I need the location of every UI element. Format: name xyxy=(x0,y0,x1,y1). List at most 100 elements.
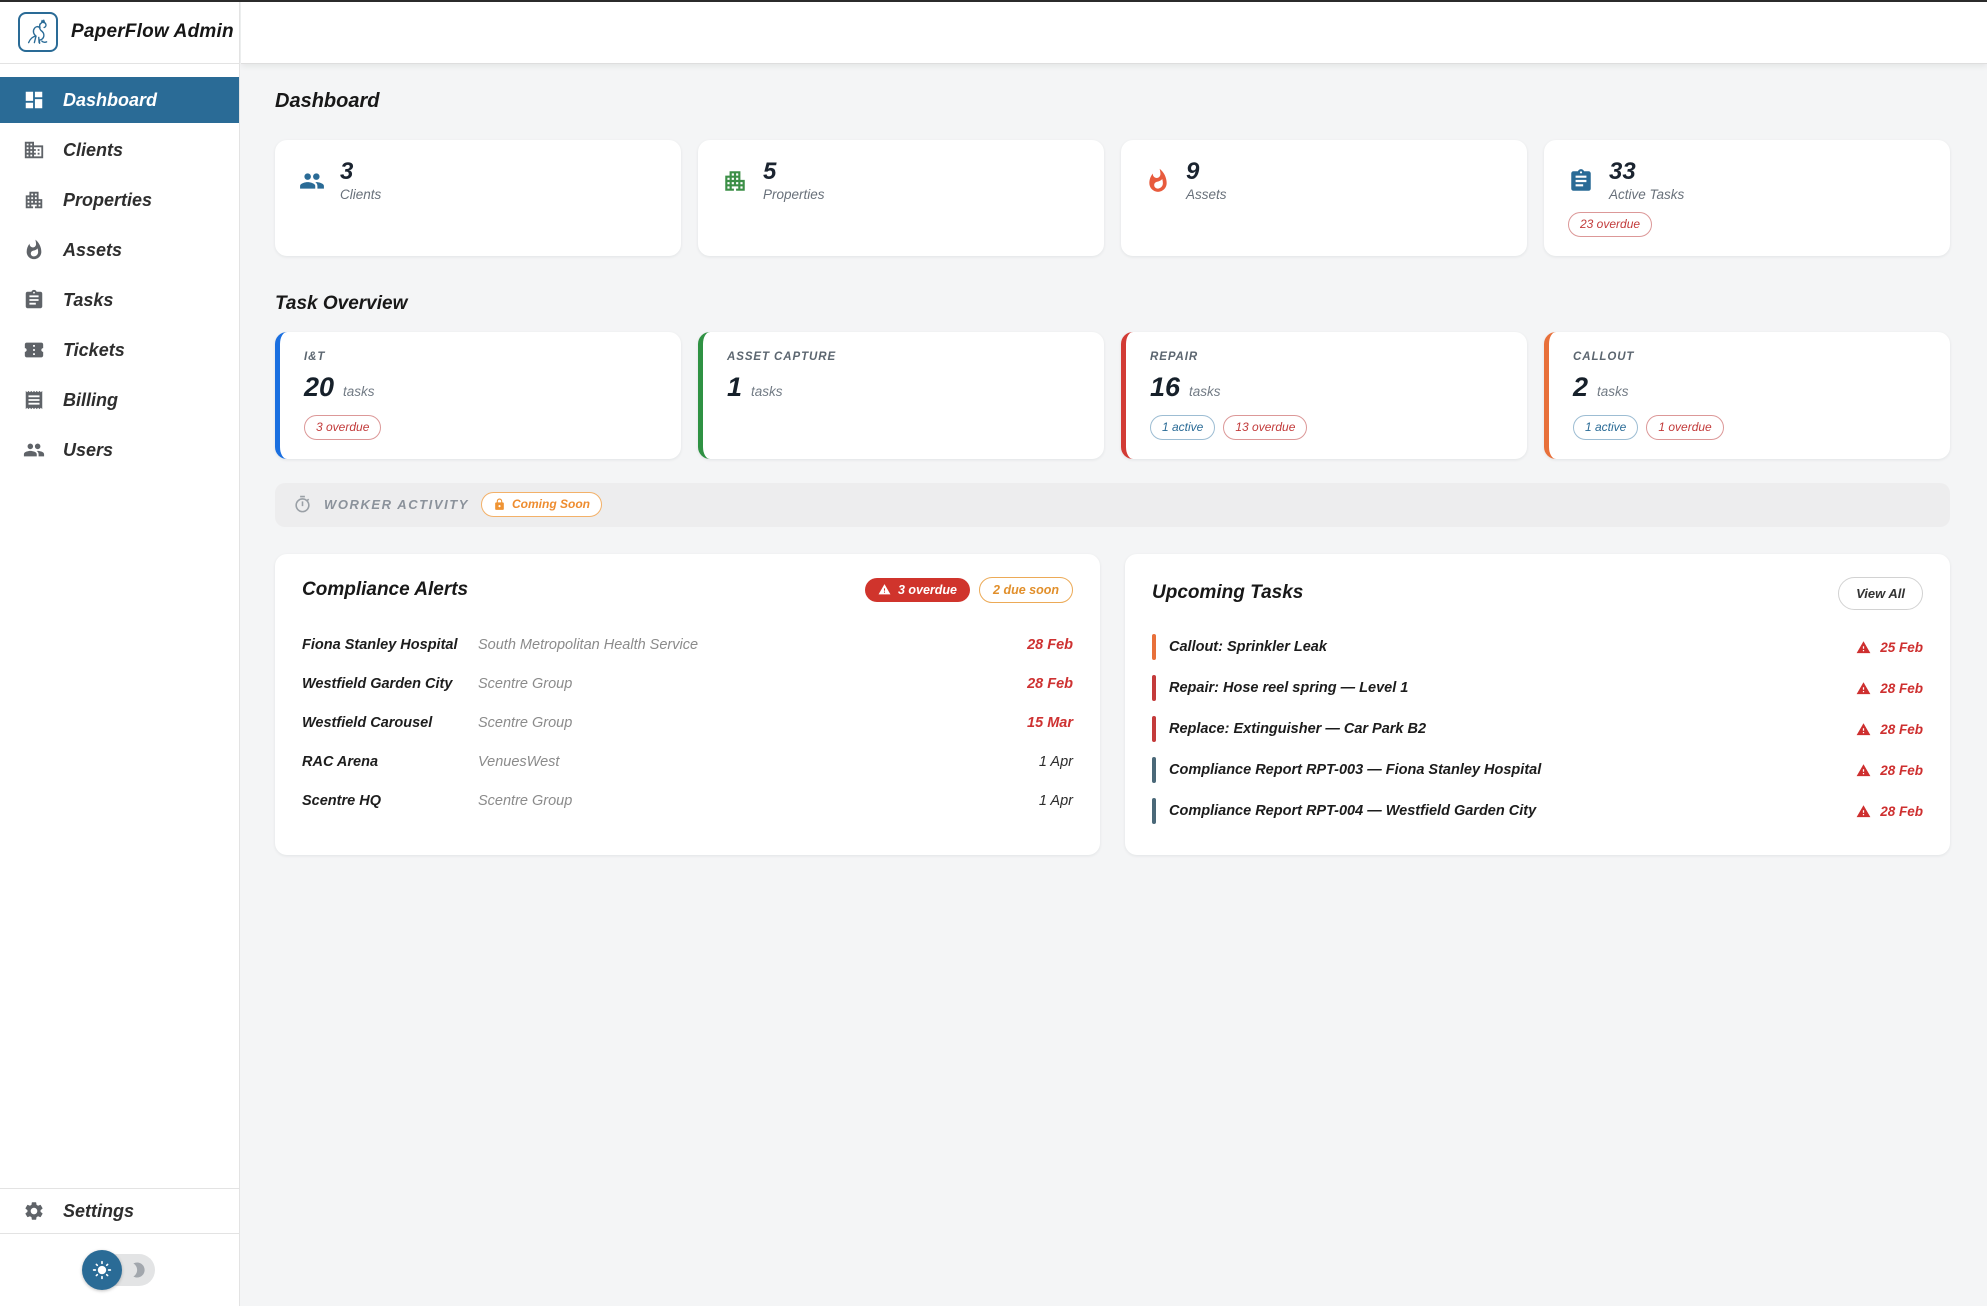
task-accent-bar xyxy=(1152,757,1156,784)
dark-mode-button[interactable] xyxy=(130,1261,148,1279)
warning-icon xyxy=(1856,641,1871,653)
upcoming-tasks-title: Upcoming Tasks xyxy=(1152,582,1304,604)
task-card-repair[interactable]: REPAIR 16 tasks 1 active 13 overdue xyxy=(1121,331,1527,459)
compliance-row[interactable]: Westfield Garden City Scentre Group 28 F… xyxy=(302,665,1073,704)
task-due-date: 28 Feb xyxy=(1880,680,1923,696)
sidebar-spacer xyxy=(0,477,239,1188)
sidebar-item-tasks[interactable]: Tasks xyxy=(0,277,239,323)
task-title: Repair: Hose reel spring — Level 1 xyxy=(1169,680,1409,697)
theme-toggle[interactable] xyxy=(81,1250,155,1290)
task-type-label: REPAIR xyxy=(1150,350,1199,363)
sidebar-item-settings[interactable]: Settings xyxy=(0,1188,239,1233)
office-building-icon xyxy=(24,141,44,159)
due-date: 28 Feb xyxy=(1027,637,1073,654)
sidebar-item-label: Tickets xyxy=(63,339,125,360)
sidebar-item-billing[interactable]: Billing xyxy=(0,377,239,423)
flame-icon xyxy=(26,239,42,260)
sidebar-item-label: Assets xyxy=(63,239,123,260)
due-soon-count-badge: 2 due soon xyxy=(979,576,1073,603)
sidebar-item-label: Dashboard xyxy=(63,89,158,110)
task-count: 2 xyxy=(1573,371,1589,402)
due-date: 1 Apr xyxy=(1038,754,1073,771)
stat-card-clients[interactable]: 3 Clients xyxy=(275,140,681,256)
users-icon xyxy=(300,173,324,189)
topbar xyxy=(241,0,1987,64)
gear-icon xyxy=(25,1202,43,1220)
task-title: Callout: Sprinkler Leak xyxy=(1169,639,1327,656)
sidebar-item-label: Tasks xyxy=(63,289,114,310)
task-accent-bar xyxy=(1152,634,1156,661)
stat-label: Properties xyxy=(763,187,825,203)
upcoming-task-row[interactable]: Repair: Hose reel spring — Level 1 28 Fe… xyxy=(1152,668,1923,709)
task-card-it[interactable]: I&T 20 tasks 3 overdue xyxy=(275,331,681,459)
warning-icon xyxy=(1856,723,1871,735)
stat-value: 5 xyxy=(763,158,777,185)
task-count: 16 xyxy=(1150,371,1181,402)
light-mode-button[interactable] xyxy=(81,1250,122,1290)
compliance-alerts-title: Compliance Alerts xyxy=(302,578,469,600)
sidebar-nav: Dashboard Clients Properties Assets Task… xyxy=(0,64,239,477)
clipboard-icon xyxy=(1571,168,1591,191)
overdue-badge: 3 overdue xyxy=(304,414,382,440)
stat-value: 9 xyxy=(1186,158,1200,185)
upcoming-task-row[interactable]: Compliance Report RPT-003 — Fiona Stanle… xyxy=(1152,750,1923,791)
task-unit-label: tasks xyxy=(343,383,375,399)
client-name: Scentre Group xyxy=(478,715,573,732)
task-type-label: I&T xyxy=(304,350,326,363)
compliance-row[interactable]: Scentre HQ Scentre Group 1 Apr xyxy=(302,782,1073,821)
stats-row: 3 Clients 5 Properties xyxy=(275,140,1950,256)
apartment-icon xyxy=(25,191,43,209)
upcoming-tasks-panel: Upcoming Tasks View All Callout: Sprinkl… xyxy=(1125,553,1950,855)
warning-icon xyxy=(1856,805,1871,817)
task-title: Compliance Report RPT-004 — Westfield Ga… xyxy=(1169,803,1537,820)
stat-card-active-tasks[interactable]: 33 Active Tasks 23 overdue xyxy=(1544,140,1950,256)
app-logo-row: PaperFlow Admin xyxy=(0,0,239,64)
task-card-asset-capture[interactable]: ASSET CAPTURE 1 tasks xyxy=(698,331,1104,459)
compliance-row[interactable]: Westfield Carousel Scentre Group 15 Mar xyxy=(302,704,1073,743)
app-title: PaperFlow Admin xyxy=(71,20,234,42)
stat-value: 3 xyxy=(340,158,354,185)
stat-value: 33 xyxy=(1609,158,1636,185)
sidebar-item-dashboard[interactable]: Dashboard xyxy=(0,77,239,123)
ticket-icon xyxy=(24,342,44,358)
sidebar-item-users[interactable]: Users xyxy=(0,427,239,473)
due-date: 15 Mar xyxy=(1027,715,1073,732)
task-count: 1 xyxy=(727,371,743,402)
compliance-row[interactable]: Fiona Stanley Hospital South Metropolita… xyxy=(302,626,1073,665)
sidebar-item-tickets[interactable]: Tickets xyxy=(0,327,239,373)
task-unit-label: tasks xyxy=(1189,383,1221,399)
users-icon xyxy=(23,443,45,457)
sidebar: PaperFlow Admin Dashboard Clients Proper… xyxy=(0,0,240,1306)
sidebar-item-clients[interactable]: Clients xyxy=(0,127,239,173)
warning-icon xyxy=(1856,682,1871,694)
window-top-edge xyxy=(0,0,1987,2)
upcoming-task-row[interactable]: Callout: Sprinkler Leak 25 Feb xyxy=(1152,627,1923,668)
clipboard-icon xyxy=(25,289,43,309)
overdue-badge: 1 overdue xyxy=(1646,414,1724,440)
sidebar-item-properties[interactable]: Properties xyxy=(0,177,239,223)
page-title: Dashboard xyxy=(275,90,380,112)
due-date: 28 Feb xyxy=(1027,676,1073,693)
moon-icon xyxy=(132,1262,145,1278)
active-badge: 1 active xyxy=(1150,414,1216,440)
task-card-callout[interactable]: CALLOUT 2 tasks 1 active 1 overdue xyxy=(1544,331,1950,459)
view-all-button[interactable]: View All xyxy=(1838,576,1923,610)
stopwatch-icon xyxy=(295,496,310,513)
task-title: Replace: Extinguisher — Car Park B2 xyxy=(1169,721,1427,738)
task-unit-label: tasks xyxy=(751,383,783,399)
sidebar-item-label: Clients xyxy=(63,139,124,160)
warning-icon xyxy=(1856,764,1871,776)
sidebar-item-assets[interactable]: Assets xyxy=(0,227,239,273)
compliance-alerts-panel: Compliance Alerts 3 overdue 2 due soon F… xyxy=(275,553,1100,855)
compliance-row[interactable]: RAC Arena VenuesWest 1 Apr xyxy=(302,743,1073,782)
overdue-count-badge: 3 overdue xyxy=(864,577,971,602)
upcoming-task-row[interactable]: Compliance Report RPT-004 — Westfield Ga… xyxy=(1152,791,1923,832)
section-title-task-overview: Task Overview xyxy=(275,292,408,314)
upcoming-task-row[interactable]: Replace: Extinguisher — Car Park B2 28 F… xyxy=(1152,709,1923,750)
stat-label: Clients xyxy=(340,187,382,203)
property-name: Scentre HQ xyxy=(302,793,381,810)
lock-icon xyxy=(495,498,504,511)
stat-card-properties[interactable]: 5 Properties xyxy=(698,140,1104,256)
stat-card-assets[interactable]: 9 Assets xyxy=(1121,140,1527,256)
theme-toggle-area xyxy=(0,1233,239,1306)
